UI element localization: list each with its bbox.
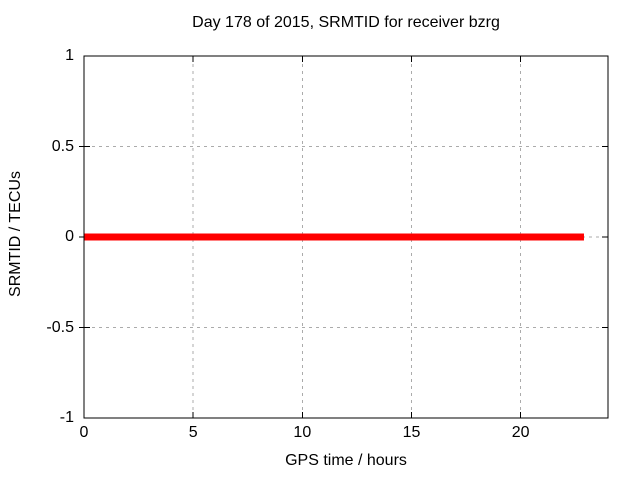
y-tick-label: -1 <box>59 409 74 426</box>
y-tick-label: 0 <box>65 228 74 245</box>
y-tick-label: 1 <box>65 47 74 64</box>
plot-border <box>83 55 609 419</box>
x-tick-label: 20 <box>511 424 530 441</box>
x-tick-label: 10 <box>293 424 312 441</box>
y-tick-label: 0.5 <box>51 137 74 155</box>
y-tick-label: -0.5 <box>46 318 74 336</box>
x-tick-label: 0 <box>79 424 89 441</box>
x-tick-label: 15 <box>402 424 421 441</box>
chart-title: Day 178 of 2015, SRMTID for receiver bzr… <box>192 14 500 31</box>
x-tick-label: 5 <box>188 424 198 441</box>
x-axis-label: GPS time / hours <box>285 452 407 469</box>
